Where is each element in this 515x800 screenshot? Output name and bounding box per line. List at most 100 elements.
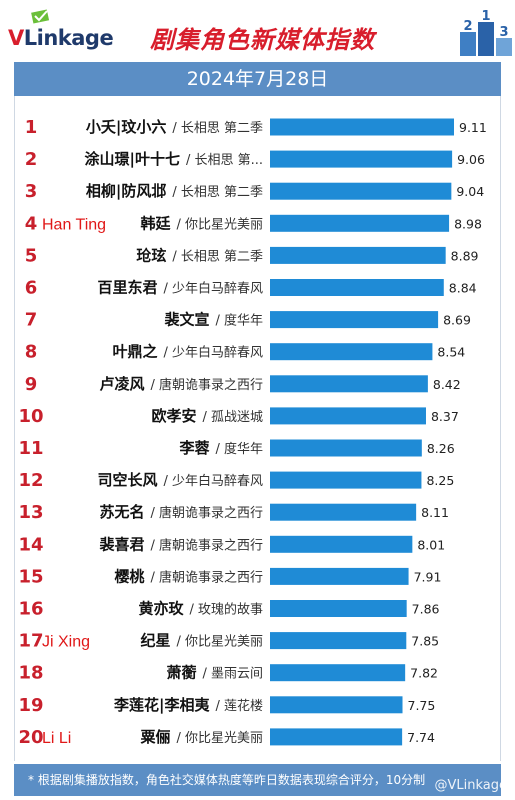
score-bar (270, 567, 409, 585)
rank-number: 12 (18, 470, 43, 491)
character-name: 卢凌风 (99, 375, 144, 393)
score-value: 8.54 (437, 345, 465, 360)
score-bar (270, 311, 439, 329)
rank-number: 14 (18, 534, 43, 555)
character-name: 萧蘅 (166, 664, 196, 682)
rank-number: 10 (18, 406, 43, 427)
show-title: / 长相思 第二季 (172, 249, 263, 264)
score-bar (270, 728, 403, 746)
character-name: 玱玹 (136, 246, 166, 264)
english-name-annotation: Ji Xing (42, 634, 90, 651)
show-title: / 唐朝诡事录之西行 (150, 377, 263, 393)
show-title: / 少年白马醉春风 (163, 473, 263, 489)
score-value: 9.11 (459, 120, 487, 135)
score-value: 8.89 (451, 248, 479, 263)
show-title: / 墨雨云间 (202, 667, 263, 682)
score-bar (270, 150, 453, 168)
score-bar (270, 632, 407, 650)
rank-number: 20 (18, 727, 43, 748)
rank-number: 11 (18, 438, 43, 459)
podium-label-3: 3 (499, 25, 508, 40)
score-value: 8.25 (426, 473, 454, 488)
score-bar (270, 503, 417, 521)
rank-number: 7 (25, 310, 38, 331)
score-bar (270, 246, 446, 264)
ranking-panel (14, 96, 501, 761)
score-bar (270, 375, 428, 393)
score-value: 7.75 (408, 698, 436, 713)
character-name: 叶鼎之 (112, 343, 157, 361)
rank-number: 8 (25, 342, 38, 363)
character-name: 裴文宣 (163, 311, 209, 329)
score-bar (270, 600, 407, 617)
score-value: 8.42 (433, 377, 461, 392)
date-banner: 2024年7月28日 (14, 62, 501, 96)
rank-number: 19 (18, 695, 43, 716)
footer-note: * 根据剧集播放指数，角色社交媒体热度等昨日数据表现综合评分，10分制 (14, 764, 501, 796)
character-name: 粟俪 (139, 728, 170, 746)
score-bar (270, 535, 413, 553)
score-bar (270, 279, 444, 296)
score-value: 7.82 (410, 666, 438, 681)
show-title: / 唐朝诡事录之西行 (150, 537, 263, 553)
show-title: / 你比星光美丽 (176, 635, 263, 650)
character-name: 小夭|玟小六 (86, 118, 166, 137)
rank-number: 18 (18, 663, 43, 684)
score-bar (270, 471, 422, 489)
rank-number: 6 (25, 278, 38, 299)
show-title: / 少年白马醉春风 (163, 345, 263, 361)
podium-label-2: 2 (463, 19, 472, 34)
score-bar (270, 664, 406, 682)
rank-number: 9 (25, 374, 38, 395)
character-name: 相柳|防风邶 (86, 182, 166, 201)
score-value: 7.85 (411, 634, 439, 649)
score-value: 7.91 (414, 569, 442, 584)
show-title: / 少年白马醉春风 (163, 281, 263, 297)
character-name: 司空长风 (97, 471, 157, 489)
character-name: 苏无名 (99, 503, 144, 521)
score-bar (270, 696, 403, 714)
rank-number: 13 (18, 502, 43, 523)
character-name: 纪星 (140, 632, 170, 650)
show-title: / 长相思 第二季 (172, 185, 263, 200)
show-title: / 你比星光美丽 (176, 731, 263, 746)
score-value: 8.26 (427, 441, 455, 456)
rank-number: 1 (25, 117, 38, 138)
show-title: / 唐朝诡事录之西行 (150, 505, 263, 521)
score-bar (270, 214, 450, 232)
english-name-annotation: Han Ting (42, 216, 106, 233)
character-name: 李莲花|李相夷 (113, 696, 210, 715)
character-name: 李蓉 (178, 439, 209, 457)
show-title: / 度华年 (215, 313, 263, 329)
score-value: 8.11 (421, 505, 449, 520)
rank-number: 15 (18, 566, 43, 587)
score-value: 8.37 (431, 409, 459, 424)
english-name-annotation: Li Li (42, 730, 71, 747)
score-value: 8.84 (449, 281, 477, 296)
page-title: 剧集角色新媒体指数 (150, 26, 375, 54)
score-value: 9.06 (457, 152, 485, 167)
character-name: 裴喜君 (98, 535, 144, 553)
character-name: 百里东君 (97, 279, 157, 297)
rank-number: 16 (18, 599, 43, 620)
show-title: / 长相思 第二季 (172, 121, 263, 136)
show-title: / 孤战迷城 (202, 410, 263, 425)
podium-icon: 2 1 3 (460, 10, 512, 56)
score-bar (270, 343, 433, 361)
show-title: / 莲花楼 (215, 698, 263, 714)
score-value: 8.69 (443, 313, 471, 328)
rank-number: 2 (25, 149, 38, 170)
podium-label-1: 1 (481, 10, 490, 24)
character-name: 黄亦玫 (138, 600, 184, 618)
character-name: 欧孝安 (151, 407, 196, 425)
score-bar (270, 118, 454, 136)
character-name: 韩廷 (140, 214, 171, 232)
rank-number: 3 (25, 181, 38, 202)
header: VLinkage 剧集角色新媒体指数 2 1 3 (0, 0, 515, 62)
character-name: 涂山璟|叶十七 (84, 150, 179, 169)
show-title: / 玫瑰的故事 (189, 602, 263, 618)
score-value: 9.04 (456, 184, 484, 199)
rank-number: 5 (25, 245, 38, 266)
score-bar (270, 407, 426, 425)
